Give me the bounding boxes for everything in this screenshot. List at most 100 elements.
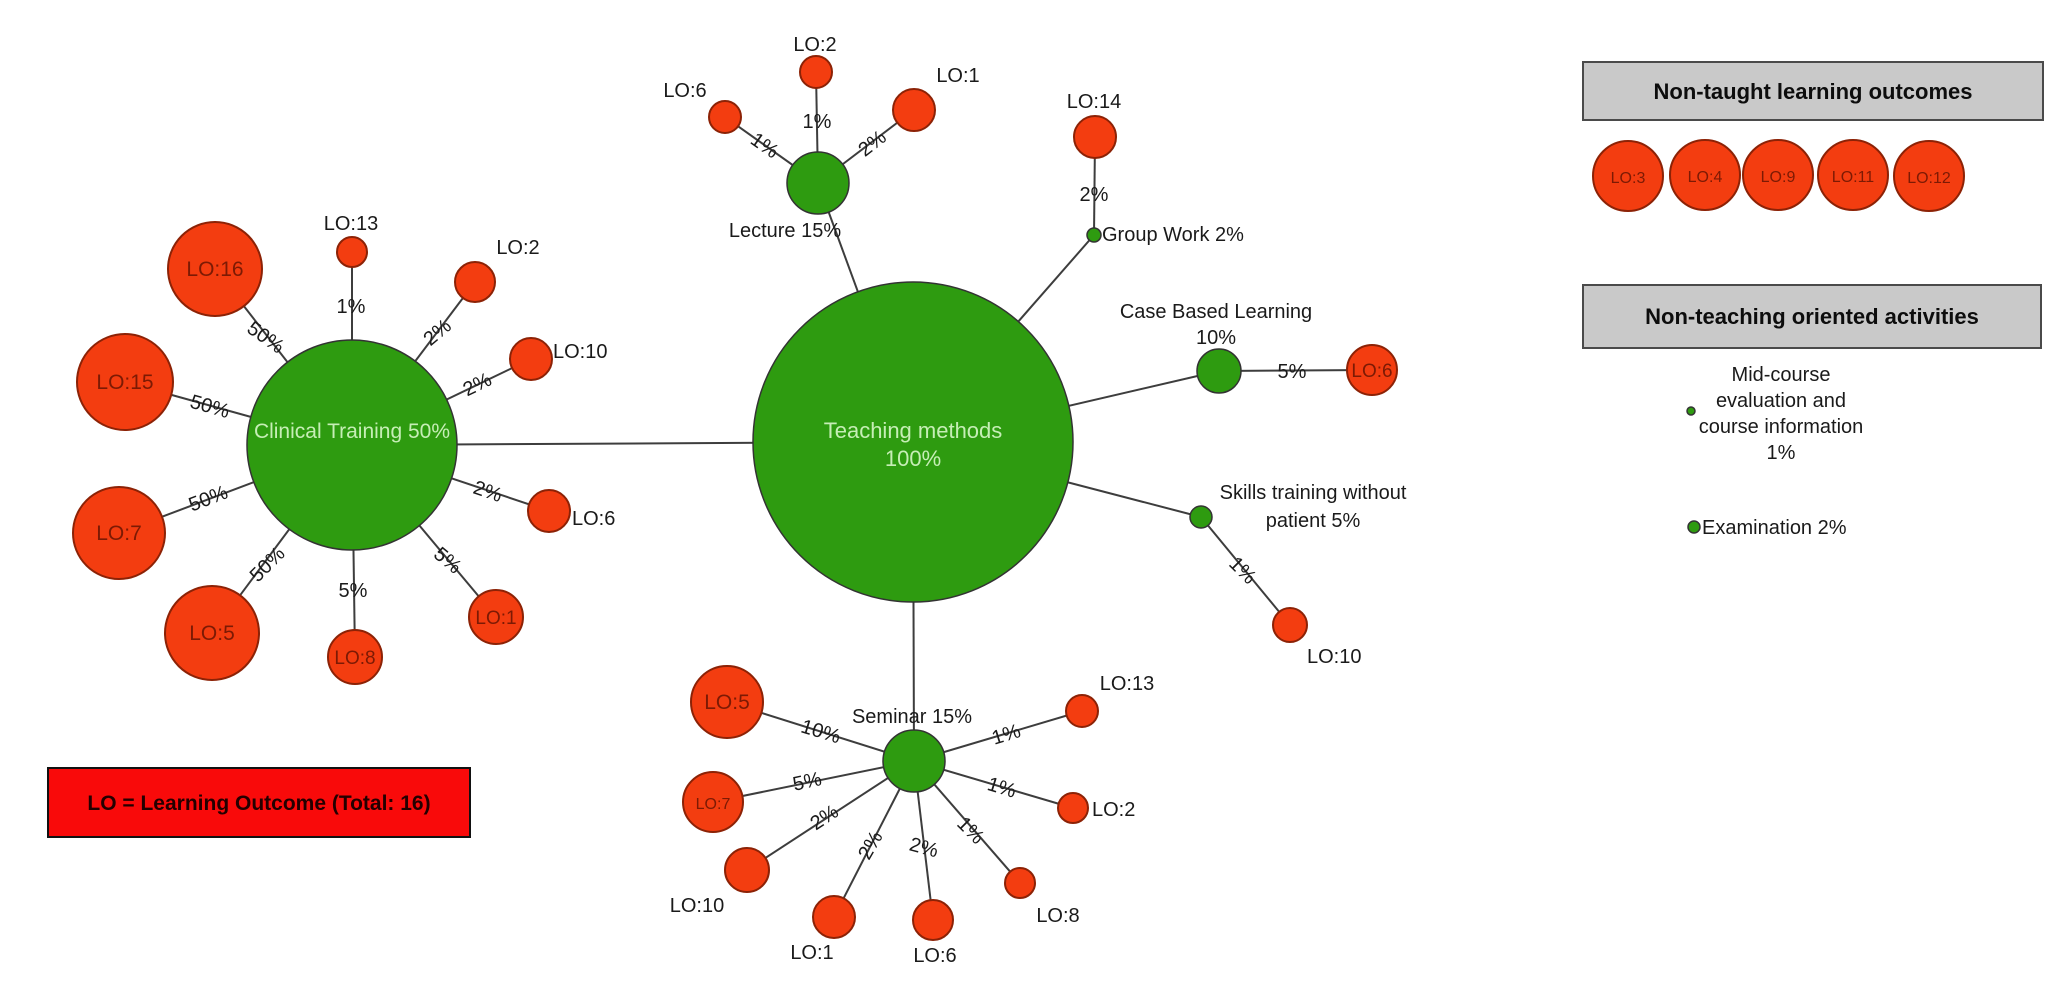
lo-label-nontaught-12: LO:12	[1907, 170, 1951, 187]
lo-circle-nontaught-4	[1669, 139, 1741, 211]
lo-label-lecture-2: LO:2	[793, 34, 836, 56]
skills-label-line1: Skills training without	[1220, 482, 1407, 504]
lo-label-lecture-6: LO:6	[663, 80, 706, 102]
lo-label-seminar-10: LO:10	[670, 895, 724, 917]
lo-label-seminar-6: LO:6	[913, 945, 956, 967]
link-skills-lo10	[1200, 516, 1291, 626]
lo-circle-nontaught-9	[1742, 139, 1814, 211]
lo-label-skills-10: LO:10	[1307, 646, 1361, 668]
lo-circle-lecture-1	[892, 88, 936, 132]
lo-circle-clinical-16	[167, 221, 263, 317]
non-taught-title: Non-taught learning outcomes	[1654, 79, 1973, 104]
seminar-label: Seminar 15%	[852, 706, 972, 728]
lo-circle-seminar-13	[1065, 694, 1099, 728]
lo-label-clinical-8: LO:8	[334, 648, 375, 669]
lo-label-case-6: LO:6	[1351, 361, 1392, 382]
midcourse-label-line4: 1%	[1767, 442, 1796, 464]
node-teaching-methods	[752, 281, 1074, 603]
group-work-label: Group Work 2%	[1102, 224, 1244, 246]
lo-circle-nontaught-12	[1893, 140, 1965, 212]
lo-label-seminar-2: LO:2	[1092, 799, 1135, 821]
node-skills-training	[1189, 505, 1213, 529]
lo-label-clinical-13: LO:13	[324, 213, 378, 235]
lo-circle-clinical-1	[468, 589, 524, 645]
lo-label-nontaught-3: LO:3	[1611, 170, 1646, 187]
lo-circle-clinical-8	[327, 629, 383, 685]
lo-circle-clinical-2	[454, 261, 496, 303]
teaching-methods-label-line1: Teaching methods	[824, 418, 1003, 443]
lo-circle-clinical-6	[527, 489, 571, 533]
case-based-label-line1: Case Based Learning	[1120, 301, 1312, 323]
lo-circle-clinical-10	[509, 337, 553, 381]
panel-non-taught: Non-taught learning outcomes LO:3 LO:4 L…	[1582, 61, 2044, 187]
node-clinical-training	[246, 339, 458, 551]
lo-circle-skills-10	[1272, 607, 1308, 643]
non-teaching-title: Non-teaching oriented activities	[1645, 304, 1979, 329]
midcourse-label-line3: course information	[1699, 416, 1864, 438]
pct-seminar-lo7: 5%	[791, 768, 824, 796]
lo-label-group-14: LO:14	[1067, 91, 1121, 113]
lecture-label: Lecture 15%	[729, 220, 842, 242]
nodes	[72, 55, 1965, 941]
lo-label-seminar-13: LO:13	[1100, 673, 1154, 695]
lo-circle-nontaught-11	[1817, 139, 1889, 211]
lo-label-clinical-15: LO:15	[96, 371, 153, 394]
lo-circle-clinical-5	[164, 585, 260, 681]
lo-label-nontaught-4: LO:4	[1688, 169, 1723, 186]
lo-circle-seminar-7	[682, 771, 744, 833]
lo-label-nontaught-11: LO:11	[1832, 169, 1875, 186]
clinical-training-label: Clinical Training 50%	[254, 420, 450, 443]
lo-circle-clinical-15	[76, 333, 174, 431]
legend-text: LO = Learning Outcome (Total: 16)	[87, 792, 430, 815]
lo-label-clinical-10: LO:10	[553, 341, 607, 363]
pct-seminar-lo5: 10%	[798, 716, 843, 749]
pct-seminar-lo8: 1%	[952, 813, 988, 849]
teaching-methods-label-line2: 100%	[885, 446, 941, 471]
pct-seminar-lo10: 2%	[806, 801, 842, 835]
pct-clinical-lo7: 50%	[186, 481, 231, 516]
lo-circle-lecture-6	[708, 100, 742, 134]
lo-label-nontaught-9: LO:9	[1761, 169, 1796, 186]
lo-circle-lecture-2	[799, 55, 833, 89]
pct-case-lo6: 5%	[1278, 361, 1307, 383]
pct-group-lo14: 2%	[1080, 184, 1109, 206]
midcourse-label-line1: Mid-course	[1732, 364, 1831, 386]
lo-label-clinical-7: LO:7	[96, 522, 142, 545]
pct-seminar-lo6: 2%	[907, 834, 941, 863]
lo-circle-seminar-8	[1004, 867, 1036, 899]
lo-circle-seminar-6	[912, 899, 954, 941]
examination-label: Examination 2%	[1702, 517, 1847, 539]
lo-circle-nontaught-3	[1592, 140, 1664, 212]
lo-circle-case-6	[1346, 344, 1398, 396]
legend-box	[47, 767, 471, 838]
lo-label-clinical-5: LO:5	[189, 622, 235, 645]
pct-clinical-lo2: 2%	[420, 315, 456, 351]
lo-label-clinical-1: LO:1	[475, 608, 516, 629]
pct-seminar-lo1: 2%	[854, 827, 888, 863]
pct-seminar-lo13: 1%	[989, 720, 1023, 750]
pct-clinical-lo13: 1%	[337, 296, 366, 318]
skills-label-line2: patient 5%	[1266, 510, 1361, 532]
pct-seminar-lo2: 1%	[985, 773, 1019, 803]
midcourse-label-line2: evaluation and	[1716, 390, 1846, 412]
lo-label-seminar-7: LO:7	[696, 796, 731, 813]
pct-lecture-lo6: 1%	[746, 129, 782, 164]
pct-lecture-lo2: 1%	[803, 111, 832, 133]
lo-circle-group-14	[1073, 115, 1117, 159]
node-examination-dot	[1687, 520, 1701, 534]
lo-circle-seminar-5	[690, 665, 764, 739]
node-case-based-learning	[1196, 348, 1242, 394]
lo-circle-seminar-2	[1057, 792, 1089, 824]
lo-circle-clinical-7	[72, 486, 166, 580]
link-seminar-lo7	[712, 760, 915, 803]
lo-label-seminar-8: LO:8	[1036, 905, 1079, 927]
lo-label-seminar-1: LO:1	[790, 942, 833, 964]
link-seminar-lo10	[746, 760, 915, 871]
pct-clinical-lo10: 2%	[460, 369, 496, 402]
lo-circle-clinical-13	[336, 236, 368, 268]
pct-clinical-lo8: 5%	[339, 580, 368, 602]
node-lecture	[786, 151, 850, 215]
pct-clinical-lo6: 2%	[470, 477, 505, 507]
